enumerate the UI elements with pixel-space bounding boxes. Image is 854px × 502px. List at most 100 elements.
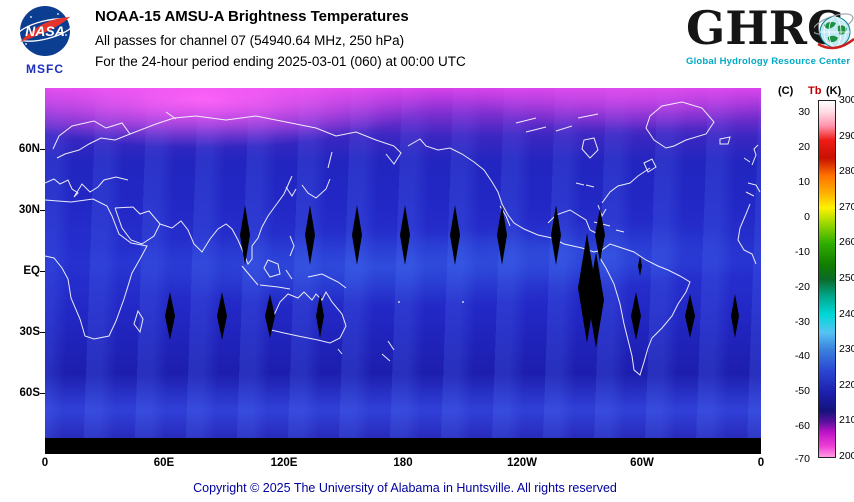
- coastline-sulawesi: [285, 269, 293, 280]
- c-label: 0: [804, 211, 810, 223]
- coastline-arctic-russia: [129, 115, 402, 165]
- data-gap-large: [588, 252, 604, 348]
- lat-tick: [40, 210, 45, 211]
- data-gap: [731, 294, 739, 338]
- coastline-australia: [270, 290, 347, 344]
- coastline-iberia-west-africa: [737, 182, 761, 265]
- colorbar-header-kelvin: (K): [826, 85, 842, 97]
- coastline-hudson-bay: [581, 137, 599, 159]
- coastline-java: [259, 284, 291, 290]
- coastline-sumatra: [241, 265, 259, 286]
- coastline-great-lakes: [575, 182, 595, 188]
- ghrc-subtitle: Global Hydrology Resource Center: [686, 56, 851, 67]
- swath-data-gaps: [165, 205, 739, 348]
- coastline-africa: [45, 198, 148, 340]
- coastline-borneo: [263, 259, 281, 278]
- k-label: 300: [839, 94, 854, 106]
- c-label: -30: [794, 316, 810, 328]
- coastline-greenland: [645, 101, 715, 149]
- lat-tick: [40, 271, 45, 272]
- lon-label-0w: 0: [757, 457, 765, 469]
- k-label: 200: [839, 450, 854, 462]
- lat-tick: [40, 149, 45, 150]
- lat-label-60s: 60S: [19, 387, 40, 399]
- data-gap: [265, 294, 275, 338]
- data-gap: [217, 292, 227, 340]
- coastline-north-america-west: [407, 138, 603, 253]
- data-gap: [316, 294, 324, 338]
- k-label: 240: [839, 308, 854, 320]
- brightness-temperature-map: [45, 88, 761, 454]
- coastline-south-america: [599, 243, 691, 376]
- coastline-uk-ireland: [743, 144, 759, 166]
- data-gap: [305, 205, 315, 265]
- k-label: 220: [839, 379, 854, 391]
- coastline-iceland: [719, 136, 731, 145]
- lon-label-60e: 60E: [153, 457, 175, 469]
- data-gap: [595, 208, 605, 262]
- ghrc-wordmark: GHRC: [686, 1, 844, 55]
- lat-tick: [40, 393, 45, 394]
- k-label: 260: [839, 236, 854, 248]
- nasa-insignia-icon: NASA: [16, 6, 74, 56]
- subtitle-channel: All passes for channel 07 (54940.64 MHz,…: [95, 33, 405, 48]
- colorbar-header-tb: Tb: [808, 85, 822, 97]
- title-block: NOAA-15 AMSU-A Brightness Temperatures A…: [95, 8, 466, 75]
- c-label: 20: [798, 141, 810, 153]
- nasa-logo: NASA MSFC: [10, 4, 80, 76]
- coastline-newfoundland: [643, 158, 657, 173]
- data-gap: [551, 205, 561, 265]
- copyright-notice: Copyright © 2025 The University of Alaba…: [193, 481, 617, 495]
- c-label: -10: [794, 246, 810, 258]
- data-gap: [240, 205, 250, 265]
- k-label: 210: [839, 414, 854, 426]
- data-gap: [450, 205, 460, 265]
- coastline-scandinavia: [52, 120, 131, 159]
- colorbar: [818, 100, 836, 458]
- c-label: 30: [798, 106, 810, 118]
- k-label: 250: [839, 272, 854, 284]
- ghrc-globe-icon: [814, 13, 854, 50]
- c-label: -60: [794, 420, 810, 432]
- coastline-japan: [301, 178, 331, 199]
- lon-label-180: 180: [393, 457, 413, 469]
- coastline-philippines: [289, 235, 295, 257]
- c-label: -40: [794, 350, 810, 362]
- lat-label-eq: EQ: [23, 265, 40, 277]
- k-label: 230: [839, 343, 854, 355]
- coastline-south-asia: [159, 175, 293, 265]
- lat-label-30s: 30S: [19, 326, 40, 338]
- ghrc-logo: GHRC Global Hydrology Resource Center: [686, 1, 854, 67]
- data-gap: [638, 256, 642, 276]
- data-gap: [497, 205, 507, 265]
- coastline-madagascar: [133, 309, 144, 334]
- coastline-arabia: [114, 206, 161, 245]
- antarctic-no-data-bar: [45, 438, 761, 454]
- msfc-label: MSFC: [26, 62, 64, 76]
- c-label: -50: [794, 385, 810, 397]
- data-gap: [685, 294, 695, 338]
- k-label: 290: [839, 130, 854, 142]
- coastline-novaya-zemlya: [165, 111, 177, 120]
- lon-label-120e: 120E: [270, 457, 298, 469]
- data-gap: [631, 292, 641, 340]
- c-label: 10: [798, 176, 810, 188]
- coastline-south-europe: [45, 176, 129, 198]
- coastline-korea: [285, 186, 297, 197]
- coastline-sakhalin: [327, 151, 333, 169]
- c-label: -20: [794, 281, 810, 293]
- k-label: 270: [839, 201, 854, 213]
- data-gap: [352, 205, 362, 265]
- colorbar-header-celsius: (C): [778, 85, 794, 97]
- lat-label-30n: 30N: [18, 204, 40, 216]
- data-gap: [165, 292, 175, 340]
- lon-label-60w: 60W: [630, 457, 654, 469]
- coastline-arctic-canada: [515, 113, 599, 133]
- lon-label-120w: 120W: [506, 457, 538, 469]
- lat-tick: [40, 332, 45, 333]
- coastline-tasmania: [337, 348, 343, 355]
- c-label: -70: [794, 453, 810, 465]
- lon-label-0e: 0: [41, 457, 49, 469]
- coastlines-overlay: [45, 101, 761, 376]
